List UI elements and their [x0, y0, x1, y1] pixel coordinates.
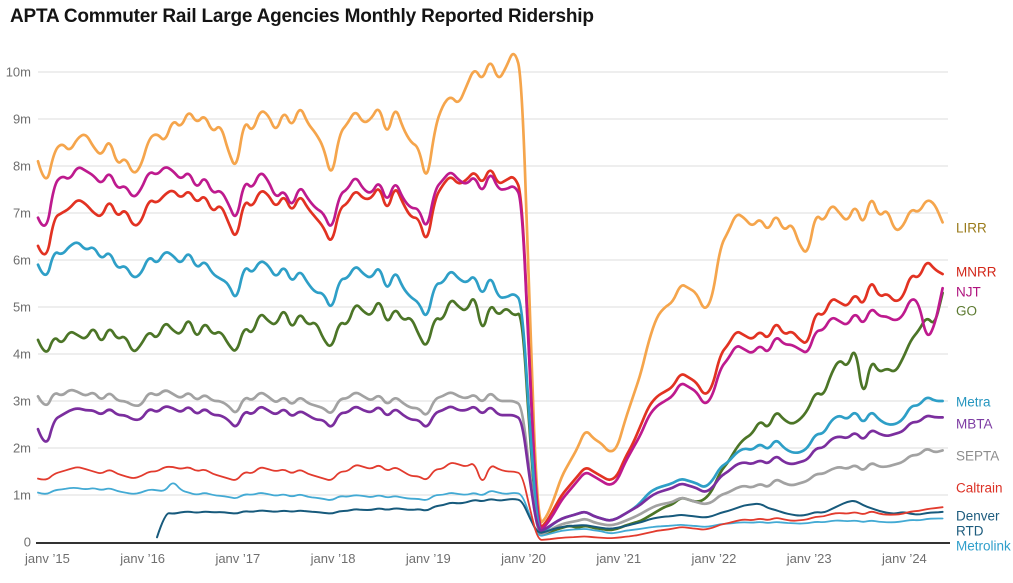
- y-tick-label-2m: 2m: [13, 441, 31, 456]
- x-tick-label-17: janv ’17: [214, 551, 260, 566]
- y-tick-label-1m: 1m: [13, 488, 31, 503]
- series-line-mnrr: [36, 169, 944, 529]
- y-tick-label-9m: 9m: [13, 112, 31, 127]
- x-tick-label-19: janv ’19: [405, 551, 451, 566]
- series-label-caltrain: Caltrain: [956, 481, 1003, 496]
- x-tick-label-22: janv ’22: [691, 551, 737, 566]
- series-label-lirr: LIRR: [956, 221, 987, 236]
- x-tick-label-24: janv ’24: [881, 551, 927, 566]
- y-tick-label-8m: 8m: [13, 159, 31, 174]
- series-label-njt: NJT: [956, 285, 981, 300]
- x-tick-label-15: janv ’15: [24, 551, 70, 566]
- series-label-metrolink: Metrolink: [956, 539, 1011, 554]
- series-line-mbta: [36, 405, 944, 533]
- x-tick-label-21: janv ’21: [595, 551, 641, 566]
- x-tick-label-23: janv ’23: [786, 551, 832, 566]
- chart-title: APTA Commuter Rail Large Agencies Monthl…: [10, 6, 594, 27]
- series-label-mnrr: MNRR: [956, 265, 997, 280]
- series-label-denver-rtd: Denver: [956, 509, 1000, 524]
- x-tick-label-18: janv ’18: [310, 551, 356, 566]
- y-tick-label-6m: 6m: [13, 253, 31, 268]
- series-label-go: GO: [956, 304, 977, 319]
- y-tick-label-3m: 3m: [13, 394, 31, 409]
- series-label-metra: Metra: [956, 395, 991, 410]
- y-tick-label-7m: 7m: [13, 206, 31, 221]
- series-label-septa: SEPTA: [956, 449, 999, 464]
- y-tick-label-4m: 4m: [13, 347, 31, 362]
- series-line-metrolink: [37, 482, 944, 537]
- y-tick-label-0: 0: [24, 535, 31, 550]
- series-line-caltrain: [37, 462, 944, 541]
- series-line-denver-rtd: [156, 498, 944, 539]
- series-label-mbta: MBTA: [956, 417, 993, 432]
- series-line-septa: [36, 388, 944, 536]
- series-line-metra: [36, 241, 944, 534]
- y-tick-label-5m: 5m: [13, 300, 31, 315]
- x-tick-label-20: janv ’20: [500, 551, 546, 566]
- x-tick-label-16: janv ’16: [119, 551, 165, 566]
- series-label-denver-rtd: RTD: [956, 524, 984, 539]
- series-line-go: [36, 291, 944, 537]
- series-line-lirr: [36, 52, 944, 524]
- series-line-njt: [36, 166, 944, 531]
- y-tick-label-10m: 10m: [6, 65, 31, 80]
